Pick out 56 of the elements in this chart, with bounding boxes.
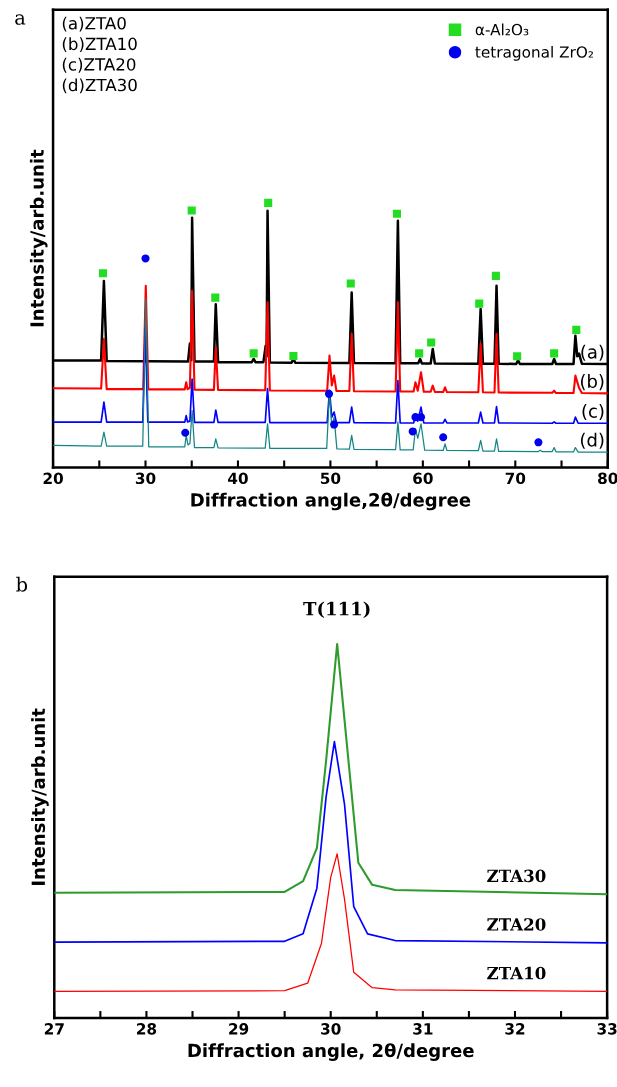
x-axis-title: Diffraction angle,2θ/degree xyxy=(191,492,471,511)
point xyxy=(324,389,334,398)
point xyxy=(408,427,417,436)
point xyxy=(427,338,436,347)
series-label: (a) xyxy=(581,344,604,361)
x-tick-label: 60 xyxy=(413,472,433,485)
point xyxy=(98,269,108,278)
x-tick-label: 27 xyxy=(44,1023,64,1035)
x-tick-label: 50 xyxy=(320,472,341,485)
series-label: (b) xyxy=(580,374,604,391)
point xyxy=(264,198,273,207)
text: b xyxy=(16,576,28,592)
point xyxy=(475,299,484,308)
point xyxy=(572,325,581,334)
y-axis-title: Intensity/arb.unit xyxy=(29,149,48,327)
series-label: (c) xyxy=(582,403,604,421)
x-tick-label: 80 xyxy=(598,472,617,485)
text: (d)ZTA30 xyxy=(62,78,137,94)
point xyxy=(491,271,500,280)
x-tick-label: 30 xyxy=(135,472,156,485)
point xyxy=(330,420,339,429)
series-label: ZTA10 xyxy=(487,966,546,980)
text: (a)ZTA0 xyxy=(62,16,126,32)
point xyxy=(415,349,424,358)
point xyxy=(550,349,559,358)
point xyxy=(289,352,298,361)
point xyxy=(249,349,258,358)
annotation: T(111) xyxy=(303,601,370,619)
point xyxy=(534,438,543,447)
point xyxy=(181,428,190,437)
x-tick-label: 20 xyxy=(43,472,63,485)
point xyxy=(141,254,150,263)
legend-label: α-Al₂O₃ xyxy=(475,23,529,36)
x-tick-label: 29 xyxy=(229,1023,249,1035)
point xyxy=(346,279,355,288)
point xyxy=(513,352,522,361)
point xyxy=(439,433,448,442)
y-axis-title: Intensity/arb.unit xyxy=(31,708,49,885)
x-tick-label: 33 xyxy=(597,1023,617,1035)
x-tick-label: 28 xyxy=(137,1023,157,1035)
x-tick-label: 40 xyxy=(228,472,248,485)
point xyxy=(392,209,402,218)
point xyxy=(187,206,196,215)
x-tick-label: 30 xyxy=(321,1023,341,1035)
x-tick-label: 70 xyxy=(505,472,526,485)
text: (c)ZTA20 xyxy=(62,57,136,73)
x-tick-label: 32 xyxy=(505,1023,525,1035)
legend-label: tetragonal ZrO₂ xyxy=(475,45,594,61)
text: (b)ZTA10 xyxy=(62,37,137,53)
x-tick-label: 31 xyxy=(413,1023,433,1035)
point xyxy=(211,293,220,302)
series-label: ZTA30 xyxy=(487,869,546,883)
x-axis-title: Diffraction angle, 2θ/degree xyxy=(188,1043,474,1061)
text: a xyxy=(15,14,26,25)
series-label: ZTA20 xyxy=(487,918,546,931)
series-label: (d) xyxy=(580,432,604,449)
